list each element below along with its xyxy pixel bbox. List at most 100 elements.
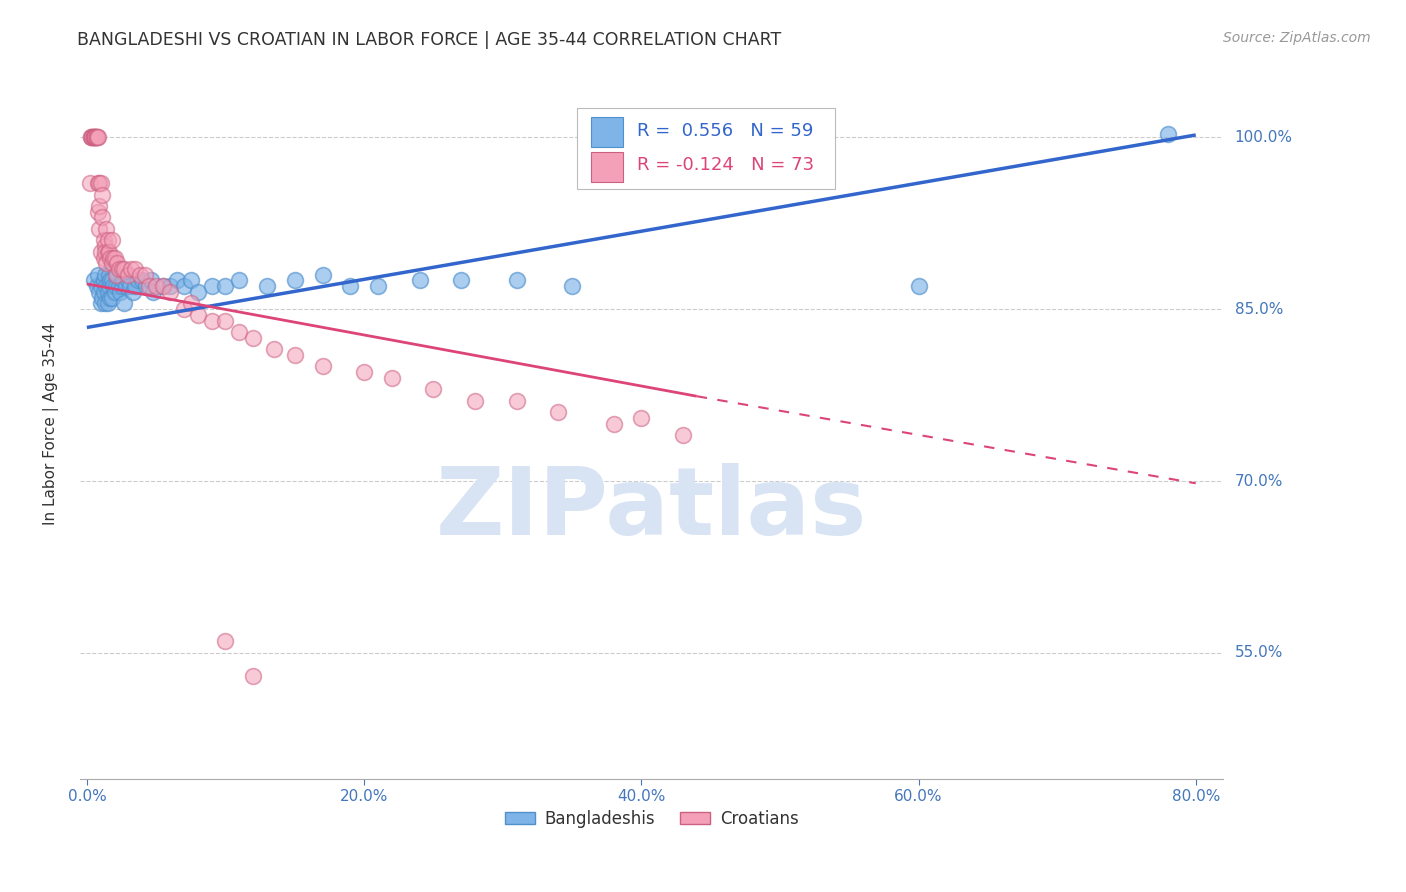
Point (602, 417, 624, 431)
Point (101, 256, 124, 270)
Point (91, 211, 114, 225)
Point (96, 279, 118, 293)
Point (180, 296, 202, 310)
Point (94, 268, 117, 282)
Point (91, 291, 114, 305)
Point (505, 393, 527, 408)
Point (367, 279, 389, 293)
Point (180, 273, 202, 287)
Point (104, 279, 127, 293)
Point (98, 279, 121, 293)
Point (107, 279, 129, 293)
Point (104, 285, 127, 299)
Point (79, 176, 101, 190)
Point (124, 279, 146, 293)
Point (86, 130, 108, 145)
Point (214, 279, 236, 293)
Point (561, 279, 583, 293)
Point (111, 273, 134, 287)
Point (96, 256, 118, 270)
Point (84, 130, 107, 145)
Point (90, 296, 112, 310)
Point (80, 130, 103, 145)
Point (89, 176, 111, 190)
FancyBboxPatch shape (578, 108, 835, 189)
Text: 85.0%: 85.0% (1234, 301, 1282, 317)
Point (98, 244, 121, 259)
Point (242, 331, 264, 345)
Text: R =  0.556   N = 59: R = 0.556 N = 59 (637, 122, 813, 140)
Point (91, 187, 114, 202)
Point (93, 233, 115, 247)
Legend: Bangladeshis, Croatians: Bangladeshis, Croatians (498, 803, 806, 835)
Point (339, 279, 361, 293)
Point (256, 279, 278, 293)
Point (87, 204, 110, 219)
Point (83, 130, 105, 145)
Point (381, 371, 404, 385)
Point (110, 279, 132, 293)
FancyBboxPatch shape (591, 117, 623, 146)
Text: R = -0.124   N = 73: R = -0.124 N = 73 (637, 156, 814, 174)
Point (86, 279, 108, 293)
Point (1157, 127, 1180, 141)
Point (87, 268, 110, 282)
Point (422, 382, 444, 396)
Point (101, 273, 124, 287)
Point (105, 268, 128, 282)
Point (630, 411, 652, 425)
Point (159, 285, 181, 299)
Point (135, 279, 157, 293)
Point (408, 273, 430, 287)
Point (104, 251, 127, 265)
Point (124, 262, 146, 277)
Y-axis label: In Labor Force | Age 35-44: In Labor Force | Age 35-44 (44, 323, 59, 524)
Point (83, 130, 105, 145)
Point (173, 302, 195, 317)
Point (100, 273, 122, 287)
Point (96, 222, 118, 236)
Point (101, 291, 124, 305)
Point (82, 130, 104, 145)
Point (907, 279, 929, 293)
Point (87, 176, 110, 190)
Point (93, 251, 115, 265)
Point (311, 268, 333, 282)
Point (82, 130, 104, 145)
Text: BANGLADESHI VS CROATIAN IN LABOR FORCE | AGE 35-44 CORRELATION CHART: BANGLADESHI VS CROATIAN IN LABOR FORCE |… (77, 31, 782, 49)
Point (86, 130, 108, 145)
Point (90, 279, 112, 293)
Text: Source: ZipAtlas.com: Source: ZipAtlas.com (1223, 31, 1371, 45)
Point (152, 279, 174, 293)
Point (83, 130, 105, 145)
Point (187, 308, 209, 322)
Point (87, 130, 110, 145)
Point (117, 268, 139, 282)
Point (84, 130, 107, 145)
Point (103, 251, 125, 265)
Point (107, 262, 129, 277)
Point (128, 268, 150, 282)
Point (89, 199, 111, 213)
Point (93, 285, 115, 299)
Text: ZIPatlas: ZIPatlas (436, 463, 868, 555)
FancyBboxPatch shape (591, 153, 623, 182)
Point (80, 130, 103, 145)
Point (104, 268, 127, 282)
Text: 100.0%: 100.0% (1234, 129, 1292, 145)
Point (100, 291, 122, 305)
Point (263, 343, 285, 357)
Point (118, 279, 141, 293)
Point (139, 273, 162, 287)
Point (90, 244, 112, 259)
Point (672, 428, 695, 442)
Point (450, 273, 472, 287)
Point (93, 273, 115, 287)
Point (112, 296, 135, 310)
Point (353, 365, 375, 379)
Point (145, 279, 167, 293)
Point (228, 325, 250, 339)
Point (97, 285, 120, 299)
Point (105, 256, 128, 270)
Point (138, 279, 160, 293)
